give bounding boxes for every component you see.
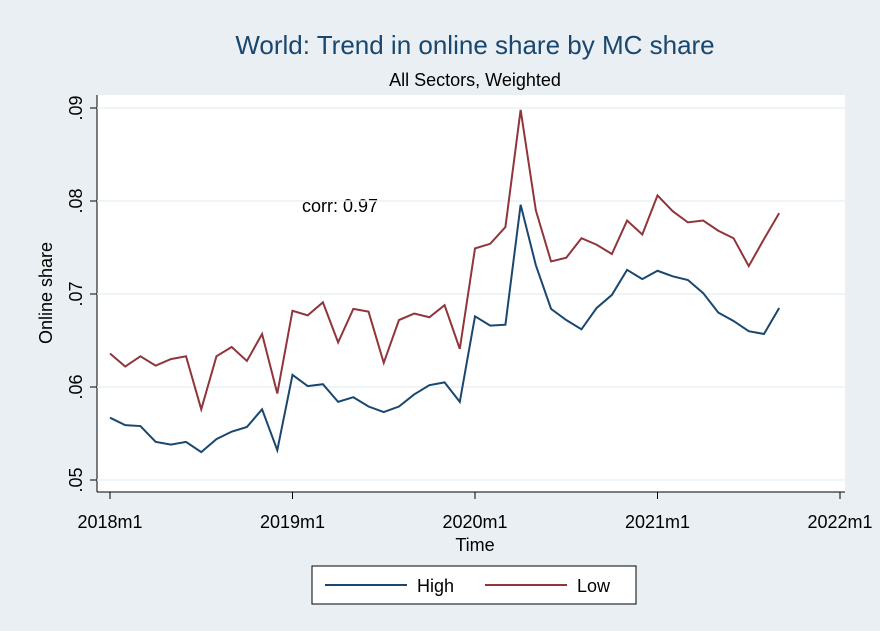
y-tick-label: .09	[66, 95, 86, 120]
y-tick-label: .06	[66, 374, 86, 399]
line-series	[109, 204, 781, 454]
y-tick-label: .07	[66, 281, 86, 306]
y-tick-label: .05	[66, 467, 86, 492]
annotation: corr: 0.97	[302, 196, 378, 216]
chart-subtitle: All Sectors, Weighted	[389, 70, 561, 90]
line-series	[109, 109, 781, 413]
legend-label: High	[417, 576, 454, 596]
x-axis-label: Time	[455, 535, 494, 555]
x-tick-label: 2019m1	[260, 512, 325, 532]
legend-label: Low	[577, 576, 611, 596]
x-tick-label: 2020m1	[442, 512, 507, 532]
y-axis-label: Online share	[36, 242, 56, 344]
y-tick-label: .08	[66, 188, 86, 213]
x-tick-label: 2022m1	[807, 512, 872, 532]
chart-title: World: Trend in online share by MC share	[235, 30, 714, 60]
x-tick-label: 2018m1	[77, 512, 142, 532]
x-tick-label: 2021m1	[625, 512, 690, 532]
